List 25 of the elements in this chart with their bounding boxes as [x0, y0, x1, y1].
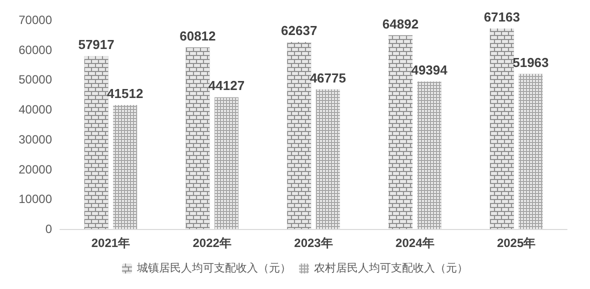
- data-label: 62637: [281, 22, 318, 38]
- data-label: 57917: [78, 37, 114, 52]
- y-tick-label: 0: [45, 222, 52, 236]
- legend-label: 城镇居民人均可支配收入（元）: [136, 262, 291, 274]
- y-tick-label: 50000: [18, 72, 52, 87]
- x-tick-label: 2025年: [496, 236, 536, 250]
- data-label: 67163: [484, 9, 520, 24]
- data-label: 51963: [512, 54, 549, 70]
- data-label: 49394: [411, 62, 448, 78]
- x-tick-label: 2022年: [192, 236, 232, 250]
- data-label: 60812: [180, 28, 216, 44]
- y-tick-label: 40000: [18, 102, 52, 117]
- x-tick-label: 2024年: [396, 236, 434, 250]
- y-tick-label: 20000: [18, 162, 52, 176]
- data-label: 44127: [208, 78, 245, 94]
- legend-label: 农村居民人均可支配收入（元）: [314, 262, 468, 274]
- data-label: 64892: [382, 16, 419, 32]
- x-tick-label: 2023年: [294, 236, 333, 250]
- y-tick-label: 10000: [18, 192, 52, 206]
- y-tick-label: 60000: [18, 42, 52, 57]
- data-label: 41512: [107, 86, 144, 102]
- x-tick-label: 2021年: [91, 236, 130, 250]
- y-tick-label: 30000: [18, 132, 52, 146]
- data-label: 46775: [310, 70, 346, 86]
- y-tick-label: 70000: [18, 13, 52, 27]
